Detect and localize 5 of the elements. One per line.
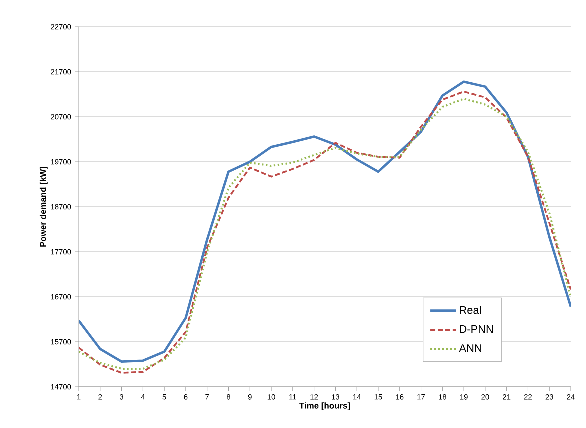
legend-label: ANN: [459, 344, 482, 352]
legend-label: D-PNN: [460, 326, 494, 334]
x-axis-title: Time [hours]: [300, 402, 350, 411]
y-axis-title: Power demand [kW]: [40, 167, 48, 247]
legend-label: Real: [460, 306, 482, 314]
